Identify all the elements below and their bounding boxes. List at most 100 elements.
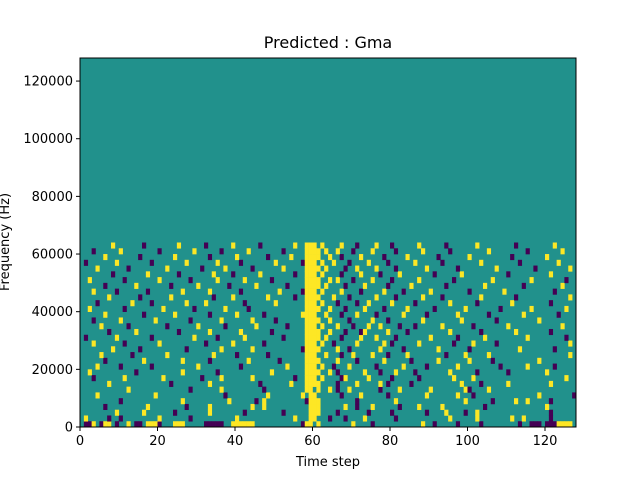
heatmap-cell bbox=[514, 398, 519, 405]
heatmap-cell bbox=[184, 300, 189, 307]
heatmap-cell bbox=[188, 317, 193, 324]
heatmap-cell bbox=[424, 363, 430, 370]
heatmap-cell bbox=[424, 311, 430, 318]
heatmap-cell bbox=[351, 277, 356, 284]
heatmap-cell bbox=[262, 403, 267, 411]
heatmap-cell bbox=[339, 288, 344, 295]
y-tick-label: 0 bbox=[65, 421, 73, 436]
heatmap-cell bbox=[87, 421, 92, 428]
heatmap-cell bbox=[440, 323, 445, 330]
heatmap-cell bbox=[401, 288, 406, 295]
heatmap-cell bbox=[114, 259, 120, 266]
heatmap-cell bbox=[370, 403, 375, 411]
heatmap-cell bbox=[359, 328, 364, 336]
heatmap-cell bbox=[169, 294, 174, 301]
heatmap-cell bbox=[308, 346, 313, 353]
heatmap-cell bbox=[459, 271, 464, 278]
heatmap-cell bbox=[87, 369, 92, 376]
heatmap-cell bbox=[421, 421, 426, 428]
heatmap-cell bbox=[242, 300, 247, 307]
heatmap-cell bbox=[521, 311, 526, 318]
axes-frame bbox=[79, 57, 577, 428]
heatmap-cell bbox=[393, 248, 399, 255]
heatmap-cell bbox=[304, 398, 309, 405]
heatmap-cell bbox=[486, 248, 492, 255]
heatmap-cell bbox=[421, 294, 426, 301]
heatmap-cell bbox=[304, 352, 309, 359]
heatmap-cell bbox=[525, 363, 530, 370]
heatmap-cell bbox=[328, 415, 333, 422]
heatmap-cell bbox=[308, 363, 313, 370]
heatmap-cell bbox=[138, 254, 143, 261]
heatmap-cell bbox=[242, 409, 247, 416]
heatmap-cell bbox=[378, 386, 383, 393]
heatmap-cell bbox=[397, 403, 402, 411]
heatmap-cell bbox=[355, 380, 360, 387]
heatmap-cell bbox=[556, 311, 561, 318]
heatmap-cell bbox=[409, 357, 414, 364]
heatmap-cell bbox=[87, 305, 92, 312]
heatmap-cell bbox=[300, 392, 306, 399]
heatmap-cell bbox=[308, 409, 313, 416]
heatmap-cell bbox=[564, 334, 569, 341]
heatmap-cell bbox=[173, 409, 178, 416]
heatmap-cell bbox=[452, 375, 457, 382]
heatmap-cell bbox=[548, 398, 554, 405]
heatmap-cell bbox=[312, 288, 317, 295]
heatmap-cell bbox=[312, 254, 317, 261]
heatmap-cell bbox=[378, 380, 383, 387]
heatmap-cell bbox=[304, 357, 309, 364]
heatmap-cell bbox=[320, 323, 325, 330]
heatmap-cell bbox=[479, 421, 484, 428]
heatmap-cell bbox=[91, 375, 96, 382]
heatmap-cell bbox=[312, 346, 317, 353]
heatmap-cell bbox=[207, 357, 213, 364]
heatmap-cell bbox=[103, 421, 108, 428]
heatmap-cell bbox=[246, 305, 251, 312]
heatmap-cell bbox=[320, 375, 325, 382]
heatmap-cell bbox=[211, 352, 216, 359]
heatmap-cell bbox=[211, 421, 216, 428]
heatmap-cell bbox=[467, 357, 472, 364]
heatmap-cell bbox=[126, 323, 131, 330]
heatmap-cell bbox=[428, 334, 433, 341]
heatmap-cell bbox=[316, 398, 321, 405]
heatmap-cell bbox=[494, 340, 499, 347]
heatmap-cell bbox=[165, 265, 170, 272]
heatmap-cell bbox=[304, 334, 309, 341]
heatmap-cell bbox=[83, 259, 89, 266]
heatmap-cell bbox=[285, 363, 290, 370]
heatmap-cell bbox=[548, 421, 554, 428]
heatmap-cell bbox=[304, 369, 309, 376]
heatmap-cell bbox=[262, 398, 267, 405]
heatmap-cell bbox=[258, 271, 263, 278]
heatmap-cell bbox=[308, 375, 313, 382]
heatmap-cell bbox=[440, 294, 445, 301]
heatmap-cell bbox=[320, 363, 325, 370]
heatmap-cell bbox=[176, 271, 182, 278]
heatmap-cell bbox=[382, 357, 387, 364]
heatmap-cell bbox=[455, 334, 461, 341]
heatmap-cell bbox=[490, 398, 495, 405]
heatmap-cell bbox=[351, 248, 356, 255]
heatmap-cell bbox=[382, 288, 387, 295]
heatmap-cell bbox=[316, 282, 321, 289]
heatmap-cell bbox=[390, 375, 395, 382]
heatmap-cell bbox=[207, 311, 213, 318]
heatmap-cell bbox=[262, 311, 267, 318]
heatmap-cell bbox=[506, 369, 511, 376]
heatmap-cell bbox=[95, 300, 100, 307]
heatmap-cell bbox=[312, 317, 317, 324]
heatmap-cell bbox=[312, 242, 317, 249]
heatmap-cell bbox=[293, 375, 298, 382]
heatmap-cell bbox=[316, 403, 321, 411]
heatmap-cell bbox=[103, 282, 108, 289]
heatmap-cell bbox=[126, 421, 131, 428]
heatmap-cell bbox=[548, 328, 554, 336]
heatmap-cell bbox=[87, 277, 92, 284]
heatmap-cell bbox=[568, 294, 573, 301]
heatmap-cell bbox=[118, 398, 123, 405]
heatmap-cell bbox=[378, 271, 383, 278]
heatmap-cell bbox=[308, 398, 313, 405]
heatmap-cell bbox=[285, 282, 290, 289]
